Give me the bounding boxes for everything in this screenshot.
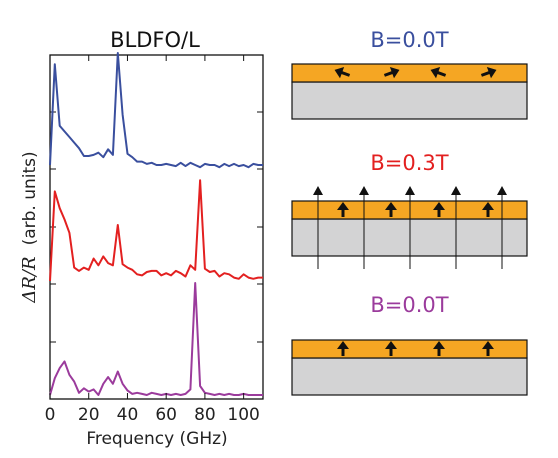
spin-arrow-head [337, 341, 349, 349]
y-ticks [50, 111, 263, 343]
substrate-layer [291, 357, 528, 396]
series-line-1 [49, 52, 263, 169]
spin-arrow-shaft [383, 70, 394, 77]
x-axis-label: Frequency (GHz) [86, 429, 227, 449]
spin-arrow-head [482, 341, 494, 349]
spin-arrow-head [385, 341, 397, 349]
spin-arrow-head [385, 202, 397, 210]
field-arrow-head [359, 186, 369, 195]
x-tick-label: 60 [155, 405, 177, 425]
spin-arrow-head [430, 67, 441, 79]
x-tick-label: 40 [117, 405, 139, 425]
series-group [49, 52, 263, 396]
diagram-2: B=0.3T [291, 151, 528, 269]
svg-text:ΔR/R (arb. units): ΔR/R (arb. units) [19, 151, 40, 303]
series-line-3 [49, 282, 263, 396]
film-layer [291, 63, 528, 83]
x-ticks: 0 20 40 60 80 100 [45, 55, 260, 425]
spin-arrow-head [486, 67, 497, 79]
y-axis-math: ΔR/R [19, 257, 40, 304]
spin-arrow-head [337, 202, 349, 210]
diagram-3: B=0.0T [291, 293, 528, 396]
spin-arrow-shaft [480, 70, 491, 77]
spin-arrow [383, 67, 400, 79]
plot-frame [49, 54, 264, 400]
spin-arrow-head [482, 202, 494, 210]
spin-arrow-shaft [436, 70, 447, 77]
y-axis-label: ΔR/R (arb. units) [19, 151, 40, 303]
series-line-2 [49, 179, 263, 282]
diagram-label: B=0.0T [370, 293, 448, 317]
film-layer [291, 339, 528, 359]
spin-arrow-head [389, 67, 400, 79]
field-arrow-head [313, 186, 323, 195]
substrate-layer [291, 81, 528, 120]
spin-arrow [480, 67, 497, 79]
diagram-1: B=0.0T [291, 28, 528, 120]
spin-arrow-head [334, 67, 345, 79]
spin-arrow-head [433, 341, 445, 349]
x-tick-label: 0 [45, 405, 56, 425]
diagram-label: B=0.3T [370, 151, 448, 175]
spin-diagrams: B=0.0T B=0.3T B=0.0T [291, 28, 528, 396]
chart-title: BLDFO/L [110, 28, 200, 52]
x-tick-label: 80 [194, 405, 216, 425]
spin-arrow-shaft [340, 70, 351, 77]
x-tick-label: 100 [227, 405, 259, 425]
x-tick-label: 20 [78, 405, 100, 425]
spin-arrow [430, 67, 447, 79]
field-arrow-head [405, 186, 415, 195]
y-axis-units: (arb. units) [20, 151, 40, 245]
diagram-label: B=0.0T [370, 28, 448, 52]
field-arrow-head [497, 186, 507, 195]
spin-arrow-head [433, 202, 445, 210]
spin-arrow [334, 67, 351, 79]
field-arrow-head [451, 186, 461, 195]
